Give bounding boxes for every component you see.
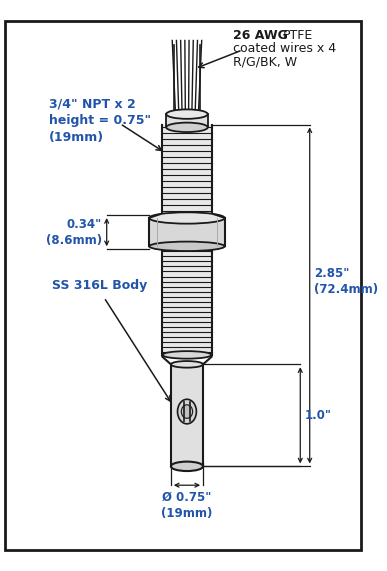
Ellipse shape	[178, 399, 197, 424]
Text: 0.34"
(8.6mm): 0.34" (8.6mm)	[46, 218, 102, 247]
Bar	[166, 114, 208, 127]
Ellipse shape	[166, 110, 208, 119]
Bar	[171, 364, 203, 467]
Text: 26 AWG: 26 AWG	[233, 29, 288, 42]
Ellipse shape	[166, 123, 208, 132]
Text: coated wires x 4: coated wires x 4	[233, 42, 336, 55]
Ellipse shape	[181, 405, 193, 419]
Ellipse shape	[149, 212, 225, 224]
Ellipse shape	[163, 351, 212, 359]
Ellipse shape	[149, 242, 225, 251]
Text: R/G/BK, W: R/G/BK, W	[233, 55, 297, 69]
Text: 1.0": 1.0"	[305, 409, 332, 422]
Bar	[163, 124, 212, 220]
Text: PTFE: PTFE	[283, 29, 313, 42]
Ellipse shape	[163, 216, 212, 224]
Text: 2.85"
(72.4mm): 2.85" (72.4mm)	[314, 267, 378, 296]
Text: 3/4" NPT x 2
height = 0.75"
(19mm): 3/4" NPT x 2 height = 0.75" (19mm)	[49, 97, 151, 144]
Bar	[163, 243, 212, 355]
Ellipse shape	[171, 461, 203, 471]
Text: SS 316L Body: SS 316L Body	[52, 279, 147, 292]
Bar	[149, 218, 225, 246]
Text: Ø 0.75"
(19mm): Ø 0.75" (19mm)	[161, 491, 212, 520]
Ellipse shape	[171, 361, 203, 368]
